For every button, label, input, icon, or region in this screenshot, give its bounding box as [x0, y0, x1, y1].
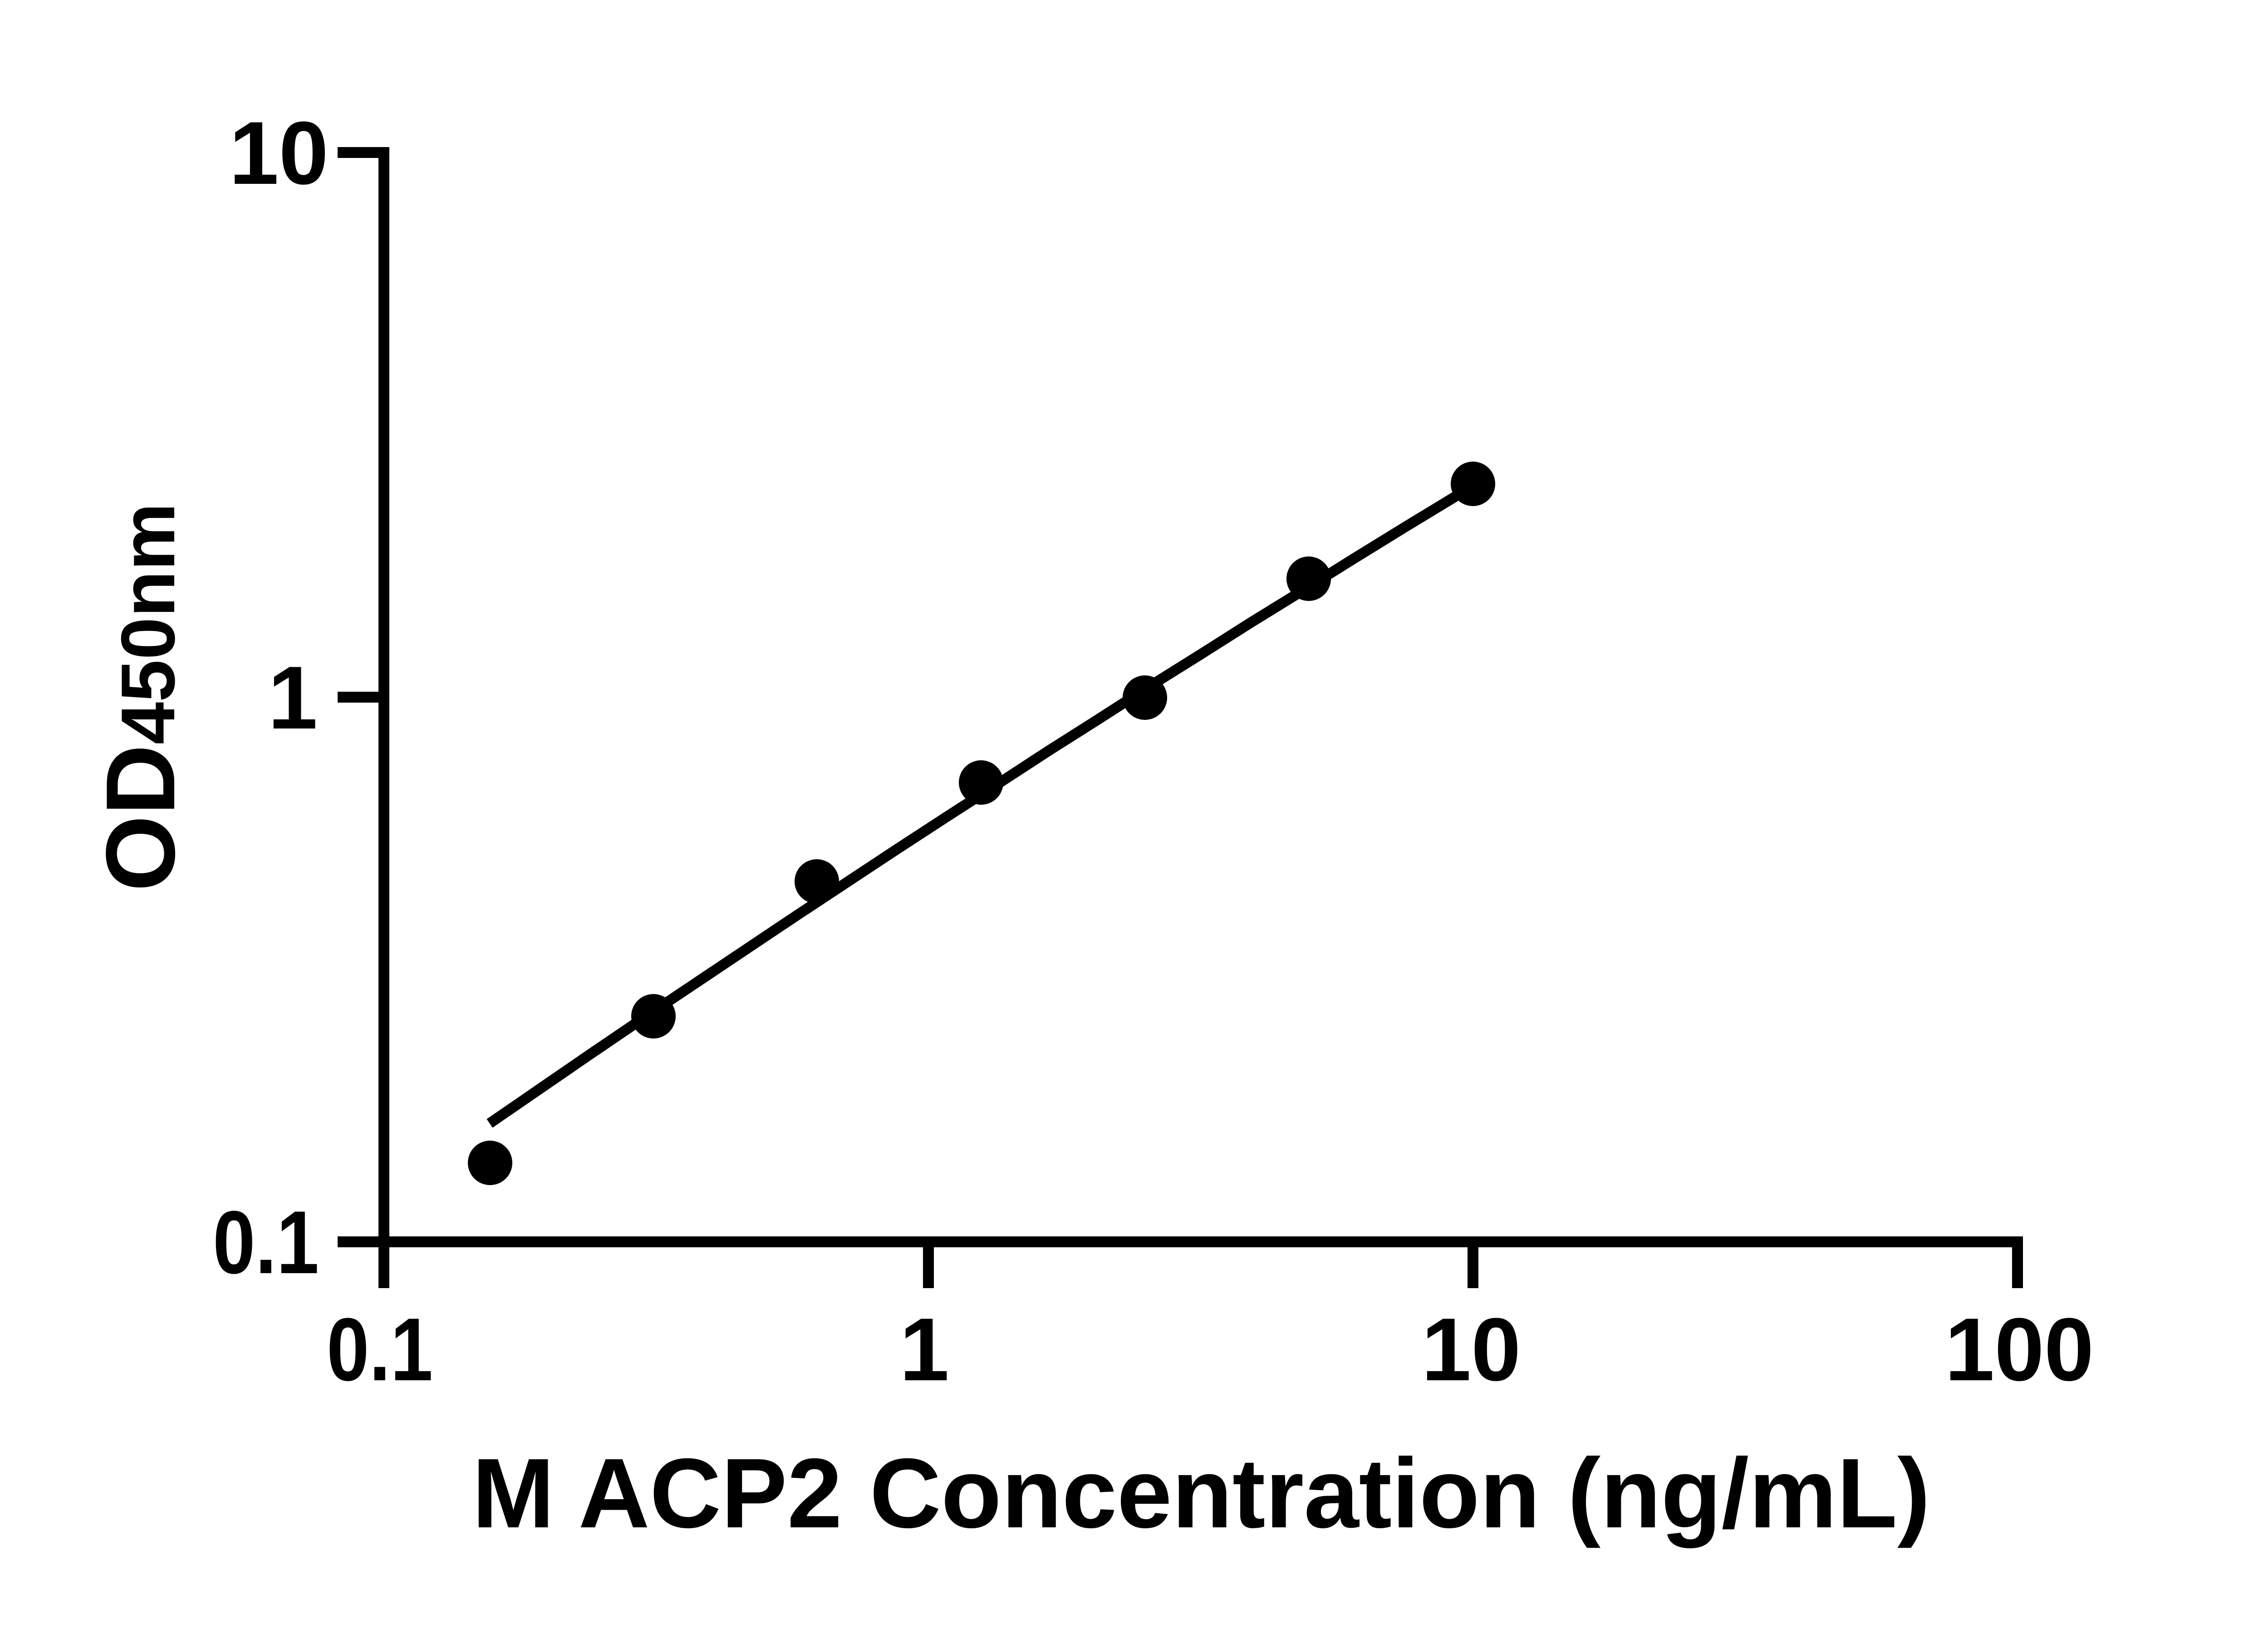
- svg-text:10: 10: [1421, 1299, 1521, 1399]
- svg-text:100: 100: [1945, 1299, 2094, 1399]
- svg-text:10: 10: [229, 103, 329, 203]
- svg-text:0.1: 0.1: [213, 1192, 319, 1292]
- svg-text:0.1: 0.1: [327, 1299, 433, 1399]
- svg-text:1: 1: [268, 648, 318, 748]
- svg-text:1: 1: [899, 1299, 949, 1399]
- svg-text:M ACP2 Concentration (ng/mL): M ACP2 Concentration (ng/mL): [472, 1438, 1930, 1549]
- svg-text:OD450nm: OD450nm: [85, 503, 195, 891]
